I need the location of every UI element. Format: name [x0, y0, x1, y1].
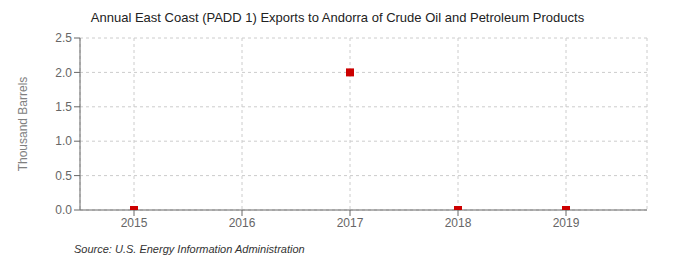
svg-text:1.0: 1.0	[55, 134, 72, 148]
html-text:Annual East Coast (PADD 1) Exp: Annual East Coast (PADD 1) Exports to An…	[90, 10, 585, 25]
svg-text:2017: 2017	[337, 216, 364, 230]
svg-text:2019: 2019	[553, 216, 580, 230]
svg-text:0.0: 0.0	[55, 203, 72, 217]
svg-text:2016: 2016	[229, 216, 256, 230]
svg-text:2018: 2018	[445, 216, 472, 230]
html-text:Source: U.S. Energy Informatio: Source: U.S. Energy Information Administ…	[74, 243, 305, 255]
svg-text:2.5: 2.5	[55, 31, 72, 45]
svg-text:2.0: 2.0	[55, 66, 72, 80]
svg-text:Thousand Barrels: Thousand Barrels	[16, 77, 30, 172]
svg-text:2015: 2015	[121, 216, 148, 230]
svg-text:0.5: 0.5	[55, 169, 72, 183]
svg-text:1.5: 1.5	[55, 100, 72, 114]
